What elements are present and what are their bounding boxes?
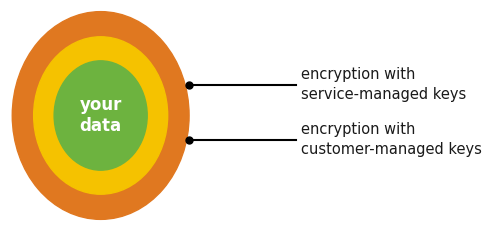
Text: encryption with
customer-managed keys: encryption with customer-managed keys (300, 122, 482, 157)
Text: your
data: your data (80, 96, 122, 135)
Ellipse shape (34, 37, 168, 194)
Ellipse shape (12, 12, 189, 219)
Text: encryption with
service-managed keys: encryption with service-managed keys (300, 67, 466, 102)
Ellipse shape (54, 61, 147, 170)
